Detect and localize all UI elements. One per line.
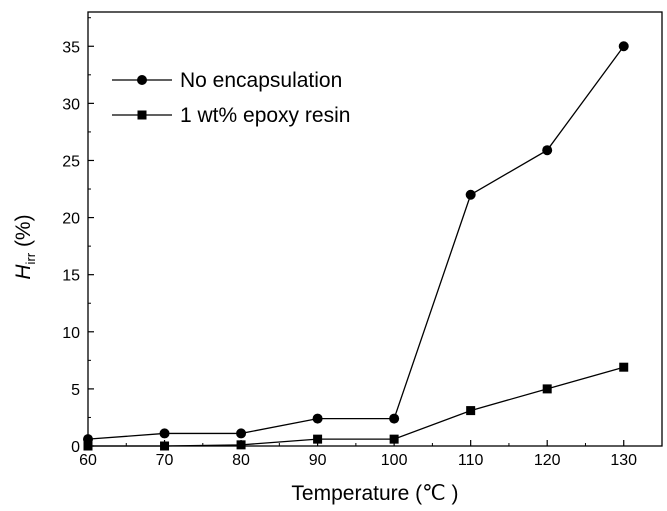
data-point bbox=[389, 434, 399, 444]
legend-marker-circle bbox=[137, 75, 147, 85]
y-tick-label: 35 bbox=[62, 39, 80, 56]
y-tick-label: 0 bbox=[71, 439, 80, 456]
data-point bbox=[83, 441, 93, 451]
legend-item: No encapsulation bbox=[112, 69, 342, 92]
legend-item: 1 wt% epoxy resin bbox=[112, 104, 350, 127]
y-axis-title-suffix: (%) bbox=[12, 214, 35, 253]
y-tick-label: 25 bbox=[62, 153, 80, 170]
plot-frame bbox=[87, 11, 663, 447]
x-tick-label: 100 bbox=[381, 452, 408, 469]
series-line bbox=[87, 45, 625, 440]
x-tick-label: 130 bbox=[610, 452, 637, 469]
series-1 bbox=[83, 41, 629, 445]
y-tick-label: 30 bbox=[62, 96, 80, 113]
data-point bbox=[466, 406, 476, 416]
x-tick-label: 60 bbox=[79, 452, 97, 469]
legend-label: No encapsulation bbox=[180, 69, 342, 92]
data-point bbox=[313, 434, 323, 444]
legend-label: 1 wt% epoxy resin bbox=[180, 104, 350, 127]
y-tick-label: 20 bbox=[62, 211, 80, 228]
data-point bbox=[542, 145, 553, 156]
data-point bbox=[236, 428, 247, 439]
data-point bbox=[465, 189, 476, 200]
y-axis-title-main: H bbox=[12, 264, 35, 280]
series-layer bbox=[83, 41, 629, 451]
x-tick-label: 90 bbox=[309, 452, 327, 469]
data-point bbox=[619, 362, 629, 372]
legend-marker-square bbox=[137, 110, 147, 120]
data-point bbox=[236, 440, 246, 450]
y-tick-label: 5 bbox=[71, 382, 80, 399]
x-tick-label: 120 bbox=[534, 452, 561, 469]
y-axis-title-sub: irr bbox=[23, 252, 38, 264]
x-axis-title: Temperature (℃ ) bbox=[291, 482, 458, 505]
data-point bbox=[160, 441, 170, 451]
series-line bbox=[88, 366, 624, 447]
plot-border bbox=[87, 11, 663, 447]
data-point bbox=[159, 428, 170, 439]
x-tick-label: 70 bbox=[156, 452, 174, 469]
series-2 bbox=[83, 362, 629, 451]
x-tick-label: 110 bbox=[458, 452, 484, 469]
data-point bbox=[542, 384, 552, 394]
data-point bbox=[312, 413, 323, 424]
y-tick-label: 15 bbox=[62, 268, 80, 285]
y-tick-label: 10 bbox=[62, 325, 80, 342]
y-axis-title: Hirr (%) bbox=[12, 214, 38, 279]
data-point bbox=[618, 41, 629, 52]
legend: No encapsulation 1 wt% epoxy resin bbox=[112, 69, 350, 127]
data-point bbox=[389, 413, 400, 424]
axis-ticks: 60 70 80 90 100 110 120 130 0 5 10 15 20 25 30 35 bbox=[62, 17, 637, 469]
x-tick-label: 80 bbox=[232, 452, 250, 469]
